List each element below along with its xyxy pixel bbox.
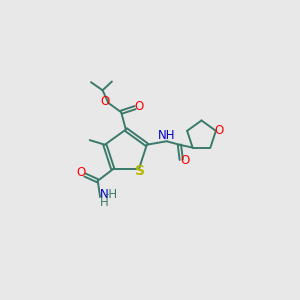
Text: NH: NH (158, 129, 176, 142)
Text: -H: -H (104, 188, 118, 201)
Text: O: O (76, 166, 86, 179)
Text: S: S (134, 164, 145, 178)
Text: N: N (100, 188, 109, 201)
Text: O: O (215, 124, 224, 137)
Text: H: H (100, 196, 109, 209)
Text: O: O (134, 100, 143, 113)
Text: O: O (181, 154, 190, 167)
Text: O: O (101, 95, 110, 108)
